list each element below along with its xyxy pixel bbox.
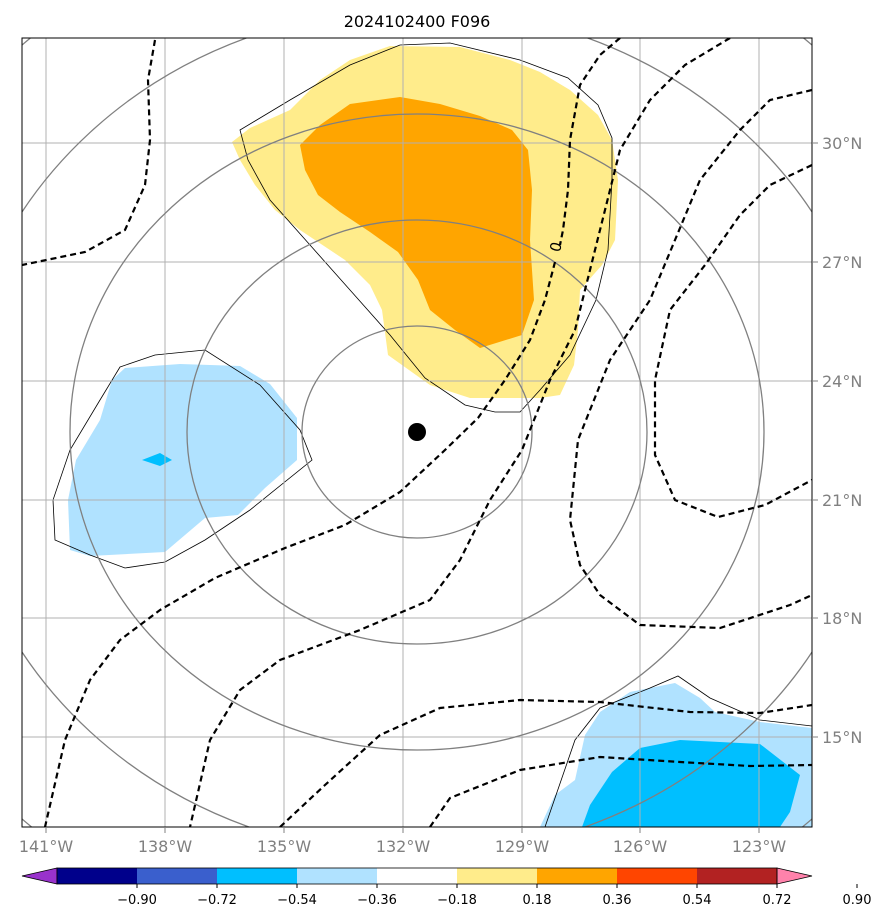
gridlines	[22, 38, 812, 827]
axis-ticks	[45, 142, 818, 833]
colorbar-segment	[57, 868, 138, 884]
y-tick-label: 18°N	[822, 609, 862, 628]
dashed-contours	[22, 38, 812, 827]
colorbar-label: 0.72	[763, 893, 792, 908]
colorbar-label: −0.18	[437, 893, 477, 908]
x-tick-label: 129°W	[495, 837, 550, 856]
colorbar-label: 0.90	[843, 893, 872, 908]
x-tick-label: 138°W	[138, 837, 193, 856]
colorbar-segment	[537, 868, 618, 884]
colorbar-extend-high	[776, 867, 813, 885]
colorbar-label: 0.54	[683, 893, 712, 908]
colorbar-label: −0.54	[277, 893, 317, 908]
y-tick-label: 21°N	[822, 491, 862, 510]
colorbar-label: −0.72	[197, 893, 237, 908]
x-tick-label: 141°W	[19, 837, 74, 856]
contour-label-zero: 0	[546, 240, 566, 254]
colorbar-segment	[617, 868, 698, 884]
thin-outlines	[52, 42, 812, 827]
colorbar-segment	[457, 868, 538, 884]
storm-center-marker	[408, 423, 426, 441]
map-frame	[21, 37, 813, 828]
colorbar-extend-low	[21, 867, 58, 885]
chart-title: 2024102400 F096	[344, 12, 491, 31]
colorbar-segment	[297, 868, 378, 884]
y-tick-label: 30°N	[822, 134, 862, 153]
x-tick-label: 126°W	[613, 837, 668, 856]
x-tick-label: 123°W	[732, 837, 787, 856]
colorbar-segment	[377, 868, 458, 884]
colorbar-label: −0.90	[117, 893, 157, 908]
colorbar-segment	[697, 868, 778, 884]
colorbar-label: 0.36	[603, 893, 632, 908]
x-tick-label: 132°W	[376, 837, 431, 856]
field-negative-light-west	[68, 364, 297, 556]
colorbar	[21, 867, 813, 885]
y-tick-label: 15°N	[822, 728, 862, 747]
colorbar-segment	[217, 868, 298, 884]
y-tick-label: 24°N	[822, 372, 862, 391]
colorbar-label: −0.36	[357, 893, 397, 908]
x-tick-label: 135°W	[257, 837, 312, 856]
field-positive-orange	[300, 97, 534, 348]
colorbar-segment	[137, 868, 218, 884]
y-tick-label: 27°N	[822, 253, 862, 272]
colorbar-frame	[56, 867, 778, 885]
colorbar-label: 0.18	[523, 893, 552, 908]
